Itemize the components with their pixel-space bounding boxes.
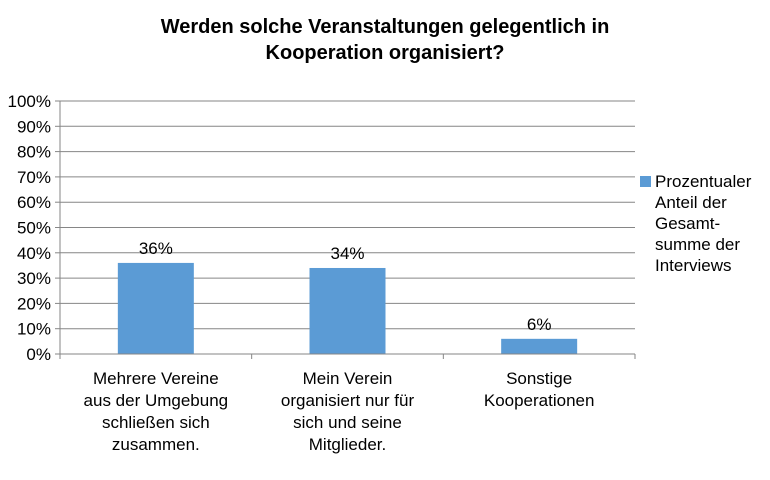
y-tick-label: 10% [17,320,51,339]
x-category-label-line: Mein Verein [302,369,393,388]
y-tick-label: 60% [17,193,51,212]
x-category-label-line: organisiert nur für [280,391,415,410]
x-category-label: Mehrere Vereine aus der Umgebung schließen… [66,368,246,456]
y-tick-label: 100% [8,92,51,111]
y-tick-label: 70% [17,168,51,187]
y-tick-label: 90% [17,117,51,136]
data-label: 6% [527,315,552,334]
legend-label: Prozentualer Anteil der Gesamt- summe de… [655,172,752,275]
y-tick-label: 20% [17,294,51,313]
x-category-label-line: sich und seine [293,413,402,432]
chart-title-line-2: Kooperation organisiert? [265,42,505,64]
x-category-label-line: Sonstige [506,369,573,388]
x-category-label-line: zusammen. [111,435,200,454]
data-label: 36% [139,239,173,258]
y-tick-label: 30% [17,269,51,288]
bar [501,338,578,354]
y-tick-label: 0% [26,345,51,364]
x-category-label-line: schließen sich [101,413,210,432]
legend-swatch [640,176,651,187]
x-category-label-line: Kooperationen [483,391,595,410]
bar [117,262,194,354]
y-tick-label: 50% [17,219,51,238]
x-category-label-line: Mehrere Vereine [92,369,219,388]
data-label: 34% [330,244,364,263]
y-tick-label: 40% [17,244,51,263]
x-category-label-line: Mitglieder. [308,435,387,454]
y-tick-label: 80% [17,143,51,162]
chart-title: Werden solche Veranstaltungen gelegentli… [0,14,770,66]
x-category-label: Mein Verein organisiert nur für sich und s… [258,368,438,456]
chart-title-line-1: Werden solche Veranstaltungen gelegentli… [160,16,610,38]
x-category-label: Sonstige Kooperationen [449,368,629,412]
bar [309,267,386,354]
x-category-label-line: aus der Umgebung [83,391,229,410]
